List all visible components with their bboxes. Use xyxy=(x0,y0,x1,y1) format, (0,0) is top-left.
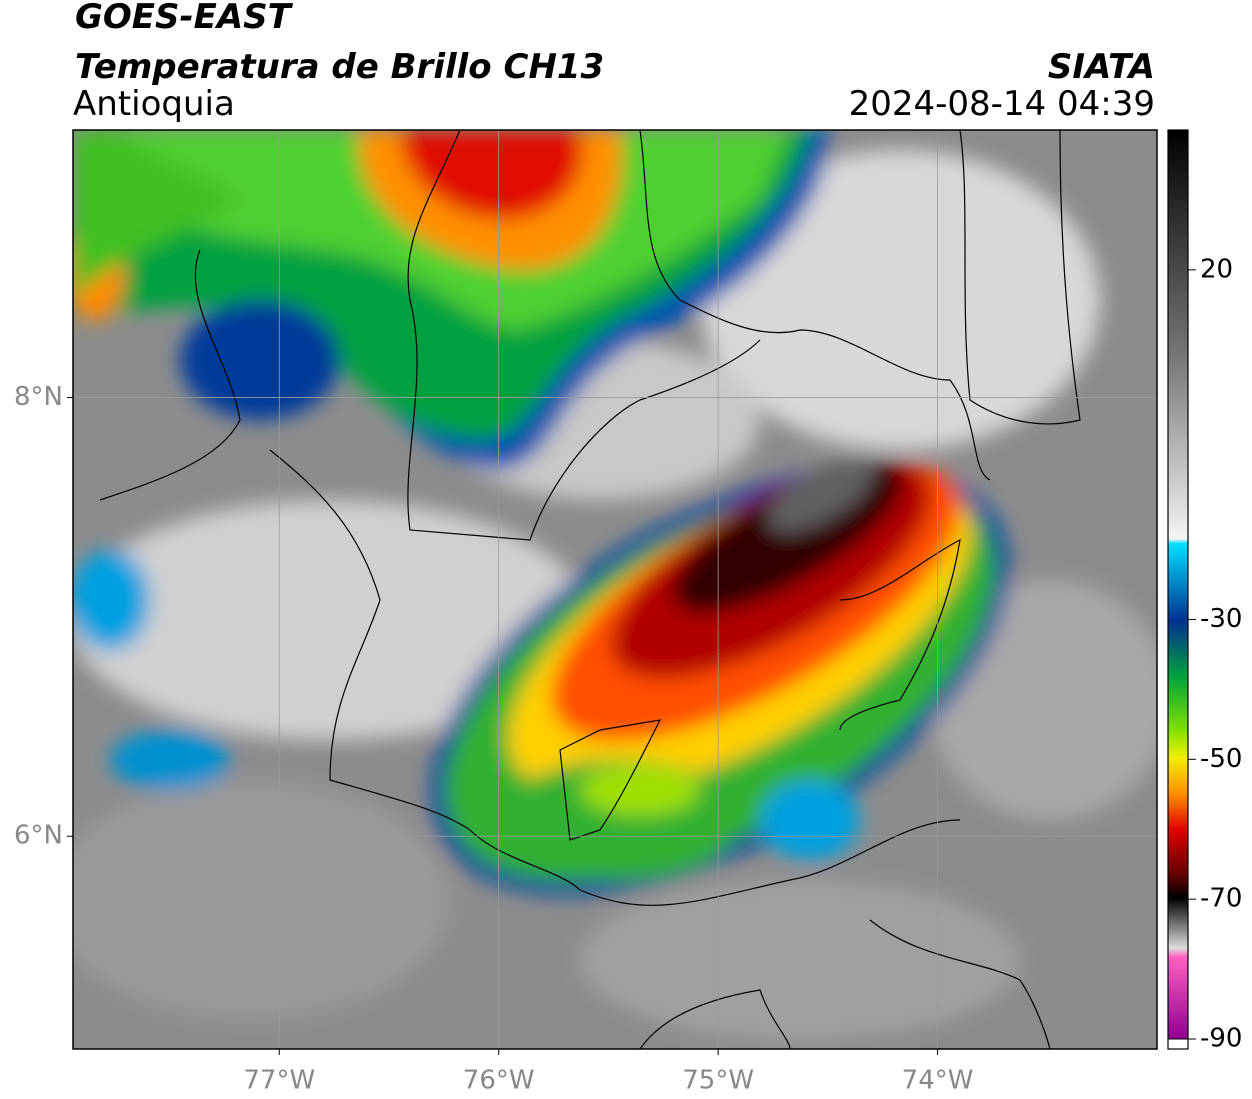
map-frame xyxy=(72,129,1158,1050)
x-tick-label: 76°W xyxy=(463,1066,535,1096)
colorbar-tick-label: -30 xyxy=(1200,604,1242,634)
grid xyxy=(73,130,1157,1049)
colorbar-tick-label: 20 xyxy=(1200,254,1233,284)
colorbar-tick-label: -70 xyxy=(1200,884,1242,914)
boundaries xyxy=(99,130,1081,1049)
colorbar-tick-label: -50 xyxy=(1200,744,1242,774)
subtitle: Temperatura de Brillo CH13 xyxy=(75,47,604,87)
colorbar-extension xyxy=(1167,1038,1189,1050)
source: SIATA xyxy=(1048,47,1155,87)
colorbar-frame xyxy=(1167,129,1189,1050)
title: GOES-EAST xyxy=(75,0,294,37)
y-tick-label: 8°N xyxy=(14,382,63,412)
colorbar xyxy=(1168,130,1188,1039)
x-tick-label: 75°W xyxy=(682,1066,754,1096)
satellite-image xyxy=(73,130,1157,1049)
x-tick-label: 74°W xyxy=(902,1066,974,1096)
colorbar-tick-label: -90 xyxy=(1200,1024,1242,1054)
y-tick-label: 6°N xyxy=(14,821,63,851)
x-tick-label: 77°W xyxy=(243,1066,315,1096)
timestamp: 2024-08-14 04:39 xyxy=(849,84,1155,124)
region: Antioquia xyxy=(73,84,235,124)
